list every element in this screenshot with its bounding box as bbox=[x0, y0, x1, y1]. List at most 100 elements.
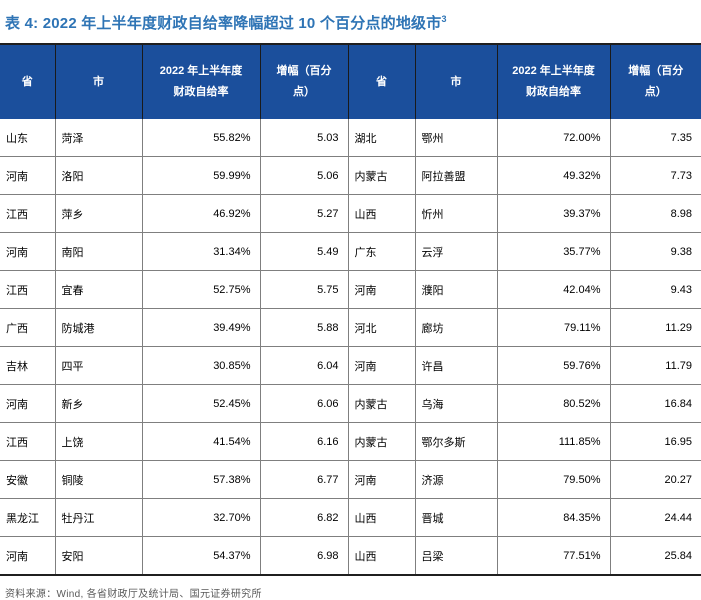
province-cell: 河南 bbox=[348, 460, 416, 499]
province-cell: 河南 bbox=[0, 232, 56, 271]
table-title-text: 2022 年上半年度财政自给率降幅超过 10 个百分点的地级市 bbox=[42, 15, 442, 32]
ratio-cell: 77.51% bbox=[497, 536, 611, 576]
table-row: 江西 萍乡 46.92% 5.27 山西 忻州 39.37% 8.98 bbox=[0, 194, 701, 233]
ratio-cell: 30.85% bbox=[142, 346, 261, 385]
city-cell: 云浮 bbox=[415, 232, 498, 271]
province-cell: 黑龙江 bbox=[0, 498, 56, 537]
city-cell: 忻州 bbox=[415, 194, 498, 233]
province-cell: 山西 bbox=[348, 498, 416, 537]
city-cell: 菏泽 bbox=[55, 119, 143, 157]
table-row: 河南 新乡 52.45% 6.06 内蒙古 乌海 80.52% 16.84 bbox=[0, 384, 701, 423]
ratio-cell: 79.50% bbox=[497, 460, 611, 499]
data-source-note: 资料来源：Wind, 各省财政厅及统计局、国元证券研究所 bbox=[5, 589, 262, 600]
table-row: 黑龙江 牡丹江 32.70% 6.82 山西 晋城 84.35% 24.44 bbox=[0, 498, 701, 537]
change-cell: 6.82 bbox=[260, 498, 349, 537]
city-cell: 洛阳 bbox=[55, 156, 143, 195]
column-header-6: 2022 年上半年度 财政自给率 bbox=[497, 43, 611, 119]
city-cell: 鄂尔多斯 bbox=[415, 422, 498, 461]
city-cell: 鄂州 bbox=[415, 119, 498, 157]
column-header-0: 省 bbox=[0, 43, 56, 119]
change-cell: 5.03 bbox=[260, 119, 349, 157]
change-cell: 5.06 bbox=[260, 156, 349, 195]
province-cell: 安徽 bbox=[0, 460, 56, 499]
ratio-cell: 42.04% bbox=[497, 270, 611, 309]
table-title: 表 4: 2022 年上半年度财政自给率降幅超过 10 个百分点的地级市3 bbox=[0, 0, 701, 43]
change-cell: 16.95 bbox=[610, 422, 701, 461]
column-header-7: 增幅（百分 点） bbox=[610, 43, 701, 119]
city-cell: 铜陵 bbox=[55, 460, 143, 499]
city-cell: 新乡 bbox=[55, 384, 143, 423]
change-cell: 9.38 bbox=[610, 232, 701, 271]
city-cell: 萍乡 bbox=[55, 194, 143, 233]
province-cell: 河南 bbox=[348, 346, 416, 385]
change-cell: 16.84 bbox=[610, 384, 701, 423]
change-cell: 25.84 bbox=[610, 536, 701, 576]
city-cell: 宜春 bbox=[55, 270, 143, 309]
province-cell: 河南 bbox=[0, 384, 56, 423]
change-cell: 11.79 bbox=[610, 346, 701, 385]
city-cell: 牡丹江 bbox=[55, 498, 143, 537]
change-cell: 5.49 bbox=[260, 232, 349, 271]
table-row: 江西 宜春 52.75% 5.75 河南 濮阳 42.04% 9.43 bbox=[0, 270, 701, 309]
city-cell: 安阳 bbox=[55, 536, 143, 576]
province-cell: 湖北 bbox=[348, 119, 416, 157]
column-header-5: 市 bbox=[415, 43, 498, 119]
ratio-cell: 32.70% bbox=[142, 498, 261, 537]
city-cell: 防城港 bbox=[55, 308, 143, 347]
city-cell: 四平 bbox=[55, 346, 143, 385]
city-cell: 乌海 bbox=[415, 384, 498, 423]
ratio-cell: 31.34% bbox=[142, 232, 261, 271]
change-cell: 20.27 bbox=[610, 460, 701, 499]
city-cell: 许昌 bbox=[415, 346, 498, 385]
ratio-cell: 111.85% bbox=[497, 422, 611, 461]
province-cell: 内蒙古 bbox=[348, 156, 416, 195]
change-cell: 6.04 bbox=[260, 346, 349, 385]
ratio-cell: 80.52% bbox=[497, 384, 611, 423]
ratio-cell: 79.11% bbox=[497, 308, 611, 347]
ratio-cell: 55.82% bbox=[142, 119, 261, 157]
table-row: 山东 菏泽 55.82% 5.03 湖北 鄂州 72.00% 7.35 bbox=[0, 119, 701, 157]
city-cell: 上饶 bbox=[55, 422, 143, 461]
change-cell: 8.98 bbox=[610, 194, 701, 233]
ratio-cell: 52.45% bbox=[142, 384, 261, 423]
province-cell: 内蒙古 bbox=[348, 384, 416, 423]
column-header-2: 2022 年上半年度 财政自给率 bbox=[142, 43, 261, 119]
change-cell: 9.43 bbox=[610, 270, 701, 309]
ratio-cell: 59.99% bbox=[142, 156, 261, 195]
table-number-label: 表 4: bbox=[5, 15, 43, 32]
province-cell: 内蒙古 bbox=[348, 422, 416, 461]
change-cell: 5.27 bbox=[260, 194, 349, 233]
province-cell: 河南 bbox=[0, 156, 56, 195]
city-cell: 南阳 bbox=[55, 232, 143, 271]
province-cell: 山西 bbox=[348, 536, 416, 576]
table-row: 河南 洛阳 59.99% 5.06 内蒙古 阿拉善盟 49.32% 7.73 bbox=[0, 156, 701, 195]
province-cell: 河南 bbox=[348, 270, 416, 309]
change-cell: 5.75 bbox=[260, 270, 349, 309]
change-cell: 7.35 bbox=[610, 119, 701, 157]
footnote-reference: 3 bbox=[441, 14, 447, 24]
ratio-cell: 57.38% bbox=[142, 460, 261, 499]
province-cell: 河北 bbox=[348, 308, 416, 347]
ratio-cell: 72.00% bbox=[497, 119, 611, 157]
province-cell: 江西 bbox=[0, 194, 56, 233]
table-row: 江西 上饶 41.54% 6.16 内蒙古 鄂尔多斯 111.85% 16.95 bbox=[0, 422, 701, 461]
city-cell: 晋城 bbox=[415, 498, 498, 537]
city-cell: 吕梁 bbox=[415, 536, 498, 576]
ratio-cell: 46.92% bbox=[142, 194, 261, 233]
province-cell: 吉林 bbox=[0, 346, 56, 385]
table-row: 河南 南阳 31.34% 5.49 广东 云浮 35.77% 9.38 bbox=[0, 232, 701, 271]
city-cell: 济源 bbox=[415, 460, 498, 499]
column-header-1: 市 bbox=[55, 43, 143, 119]
ratio-cell: 39.49% bbox=[142, 308, 261, 347]
table-header-row: 省市 2022 年上半年度 财政自给率 增幅（百分 点）省市 2022 年上半年度 财… bbox=[0, 43, 701, 119]
ratio-cell: 35.77% bbox=[497, 232, 611, 271]
column-header-3: 增幅（百分 点） bbox=[260, 43, 349, 119]
change-cell: 6.06 bbox=[260, 384, 349, 423]
change-cell: 7.73 bbox=[610, 156, 701, 195]
change-cell: 11.29 bbox=[610, 308, 701, 347]
table-row: 广西 防城港 39.49% 5.88 河北 廊坊 79.11% 11.29 bbox=[0, 308, 701, 347]
city-cell: 廊坊 bbox=[415, 308, 498, 347]
province-cell: 山西 bbox=[348, 194, 416, 233]
ratio-cell: 41.54% bbox=[142, 422, 261, 461]
